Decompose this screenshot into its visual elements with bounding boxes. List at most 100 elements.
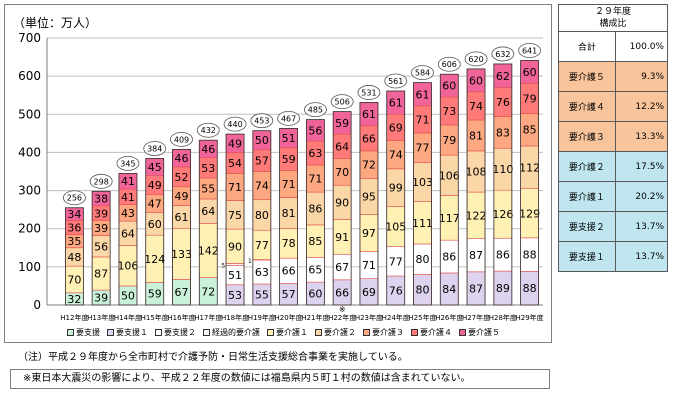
segment-value-label: 60 (442, 80, 456, 93)
segment-value-label: 86 (442, 251, 456, 264)
segment-value-label: 64 (201, 205, 215, 218)
legend-label: 経過的要介護 (212, 328, 260, 337)
total-bubble (116, 156, 140, 171)
segment-value-label: 46 (175, 152, 189, 165)
segment-value-label: 61 (362, 108, 376, 121)
total-bubble (518, 43, 542, 58)
segment-value-label: 59 (148, 288, 162, 301)
segment-value-label: 41 (121, 191, 135, 204)
segment-value-label: 62 (496, 70, 510, 83)
segment-value-label: 64 (121, 227, 135, 240)
segment-value-label: 106 (117, 260, 138, 273)
segment-value-label: 50 (121, 289, 135, 302)
segment-value-label: 87 (469, 249, 483, 262)
total-bubble (223, 116, 247, 132)
segment-value-label: 142 (198, 244, 219, 257)
segment-value-label: 56 (94, 240, 108, 253)
composition-label: 要支援２ (558, 211, 616, 242)
bar-outline (118, 173, 138, 306)
segment-value-label: 97 (362, 227, 376, 240)
segment-value-label: 99 (389, 182, 403, 195)
segment-value-label: 36 (67, 222, 81, 235)
segment-value-label: 65 (308, 264, 322, 277)
segment-value-label: 124 (144, 253, 165, 266)
composition-label: 合計 (558, 31, 616, 62)
composition-label: 要介護２ (558, 151, 616, 182)
segment-value-label: 63 (255, 266, 269, 279)
segment-value-label: 32 (67, 293, 81, 306)
segment-value-label: 133 (171, 248, 192, 261)
segment-value-label: 80 (255, 209, 269, 222)
composition-row: 要介護１ 20.2% (558, 181, 669, 212)
chart-panel: 0 100 200 300 400 500 600 700 32 70 48 35 36 34 256 H12… (4, 4, 552, 343)
composition-label: 要介護１ (558, 181, 616, 212)
total-value-label: 467 (281, 114, 296, 123)
bar-outline (145, 158, 165, 306)
segment-value-label: 77 (416, 142, 430, 155)
bar-outline (91, 190, 111, 306)
total-bubble (437, 56, 461, 72)
total-value-label: 584 (415, 69, 430, 78)
segment-value-label: 69 (362, 286, 376, 299)
bar-outline (466, 68, 486, 306)
composition-table: ２９年度 構成比 合計 100.0% 要介護５ 9.3% 要介護４ 12.2% 要介護３ 13.3… (558, 4, 669, 272)
total-value-label: 641 (522, 47, 537, 56)
segment-value-label: 122 (466, 209, 487, 222)
composition-label: 要支援１ (558, 241, 616, 272)
total-value-label: 506 (335, 98, 350, 107)
segment-value-label: 71 (308, 173, 322, 186)
total-bubble (250, 113, 274, 129)
segment-value-label: 64 (335, 140, 349, 153)
total-value-label: 440 (227, 120, 242, 129)
composition-row: 合計 100.0% (558, 31, 669, 62)
composition-value: 17.5% (614, 151, 669, 182)
legend-swatch (411, 329, 418, 336)
segment-value-label: 70 (335, 166, 349, 179)
segment-value-label: 85 (523, 124, 537, 137)
bar-outline (413, 82, 432, 306)
bar-outline (520, 60, 540, 306)
total-value-label: 298 (94, 177, 109, 186)
composition-value: 12.2% (614, 91, 669, 122)
segment-value-label: 67 (335, 261, 349, 274)
legend-swatch (459, 329, 466, 336)
segment-value-label: 72 (201, 285, 215, 298)
legend-swatch (363, 329, 370, 336)
total-bubble (357, 85, 381, 100)
segment-value-label: 53 (201, 162, 215, 175)
segment-value-label: 45 (148, 161, 162, 174)
bar-outline (252, 130, 272, 306)
y-tick-label: 500 (18, 107, 41, 121)
segment-value-label: 75 (228, 209, 242, 222)
x-tick-label: H20年度 (275, 313, 303, 322)
segment-value-label: 83 (496, 126, 510, 139)
total-bubble (303, 102, 327, 118)
total-bubble (411, 65, 434, 81)
bar-outline (493, 63, 513, 306)
segment-value-label: 60 (308, 288, 322, 301)
segment-value-label: 72 (362, 159, 376, 172)
segment-value-label: 39 (94, 292, 108, 305)
total-bubble (89, 173, 113, 189)
unit-label: （単位：万人） (13, 16, 98, 30)
segment-value-label: 87 (94, 268, 108, 281)
segment-value-label: 60 (523, 66, 537, 79)
legend-item: 要介護３ (363, 327, 404, 338)
bar-outline (172, 148, 191, 306)
segment-value-label: 41 (121, 175, 135, 188)
total-bubble (491, 46, 515, 62)
segment-value-label: 60 (148, 218, 162, 231)
bar-outline (332, 111, 352, 306)
x-tick-label: H21年度 (301, 313, 329, 322)
composition-label: 要介護４ (558, 91, 616, 122)
disaster-note-box: ※東日本大震災の影響により、平成２２年度の数値には福島県内５町１村の数値は含まれ… (10, 369, 550, 389)
total-bubble (277, 110, 301, 126)
x-tick-label: H13年度 (87, 313, 115, 322)
x-tick-label: H16年度 (167, 313, 195, 322)
legend-label: 要介護４ (420, 328, 452, 337)
segment-value-label: 79 (523, 92, 537, 105)
legend-item: 経過的要介護 (203, 327, 260, 338)
segment-value-label: 55 (201, 182, 215, 195)
segment-value-label: 60 (469, 74, 483, 87)
